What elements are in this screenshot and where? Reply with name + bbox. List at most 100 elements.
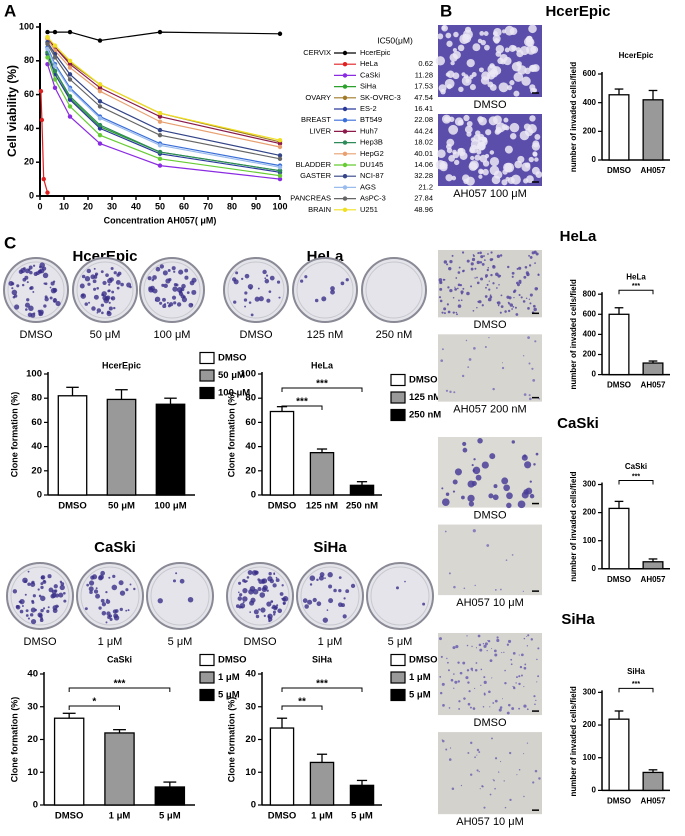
- colony: [53, 300, 56, 303]
- micrograph-texture: [534, 769, 538, 773]
- micrograph-title: HcerEpic: [545, 3, 610, 20]
- colony: [38, 269, 41, 272]
- colony: [345, 589, 350, 594]
- micrograph-texture: [494, 589, 497, 591]
- x-tick-label: AH057: [641, 575, 666, 584]
- colony: [112, 574, 116, 579]
- micrograph-texture: [512, 305, 515, 308]
- data-point: [67, 58, 73, 63]
- micrograph-texture: [508, 302, 511, 305]
- colony: [108, 301, 111, 304]
- micrograph-texture: [524, 461, 532, 469]
- colony: [96, 308, 102, 313]
- micrograph-caption: AH057 10 μM: [456, 597, 523, 609]
- plate-rim: [10, 566, 70, 626]
- colony: [37, 309, 41, 313]
- y-axis-label: number of invaded cells/field: [569, 686, 578, 796]
- micrograph-texture: [479, 648, 483, 652]
- micrograph-texture: [449, 747, 452, 749]
- bar: [104, 732, 135, 806]
- micrograph-texture: [528, 298, 531, 300]
- micrograph-texture: [534, 703, 536, 706]
- micrograph-texture: [452, 149, 457, 155]
- micrograph-texture: [506, 295, 510, 299]
- legend-group: BREAST: [301, 115, 331, 124]
- micrograph-texture: [503, 117, 509, 123]
- colony: [309, 583, 313, 586]
- micrograph-texture: [440, 655, 443, 658]
- legend-label: HcerEpic: [360, 48, 391, 57]
- colony: [326, 609, 329, 611]
- y-tick-label: 80: [245, 393, 256, 404]
- micrograph-texture: [484, 44, 490, 51]
- micrograph-texture: [474, 668, 478, 672]
- colony: [350, 583, 356, 588]
- micrograph-texture: [500, 305, 504, 308]
- micrograph-texture: [443, 307, 447, 311]
- x-tick-label: 5 μM: [159, 811, 181, 822]
- significance-label: *: [92, 697, 96, 708]
- series-line: [46, 52, 281, 172]
- x-tick-label: 70: [203, 201, 213, 211]
- micrograph-texture: [491, 737, 493, 740]
- colony: [184, 268, 189, 273]
- colony: [23, 267, 26, 270]
- micrograph-texture: [533, 250, 537, 254]
- micrograph-caption: AH057 10 μM: [456, 816, 523, 828]
- micrograph-texture: [474, 277, 476, 279]
- micrograph-texture: [447, 286, 450, 289]
- data-point: [277, 165, 283, 170]
- micrograph-texture: [487, 297, 492, 302]
- colony: [113, 615, 120, 621]
- micrograph-texture: [513, 72, 524, 82]
- legend-marker: [342, 162, 348, 168]
- chart-title: CaSki: [625, 462, 647, 471]
- legend-label: AGS: [360, 182, 376, 191]
- colony: [40, 585, 44, 590]
- colony: [91, 306, 96, 311]
- micrograph-texture: [524, 663, 527, 666]
- y-tick-label: 30: [27, 701, 38, 712]
- colony: [238, 581, 242, 585]
- colony: [248, 301, 252, 304]
- micrograph-texture: [525, 271, 529, 275]
- micrograph-texture: [530, 45, 539, 54]
- micrograph-texture: [455, 311, 458, 314]
- colony: [58, 592, 64, 598]
- micrograph-texture: [483, 676, 486, 679]
- plate-caption: DMSO: [240, 329, 273, 341]
- legend-ic50: 47.54: [414, 93, 433, 102]
- micrograph-texture: [517, 155, 525, 163]
- micrograph-texture: [510, 658, 513, 661]
- bar: [642, 561, 664, 570]
- micrograph-texture: [449, 116, 455, 123]
- colony: [404, 580, 406, 583]
- micrograph-texture: [519, 281, 522, 285]
- micrograph-texture: [454, 159, 460, 166]
- y-tick-label: 600: [583, 69, 597, 78]
- significance-bracket: [281, 687, 363, 692]
- legend-marker: [342, 207, 348, 212]
- legend-label: 5 μM: [409, 690, 431, 701]
- micrograph-texture: [488, 280, 490, 282]
- colony: [108, 289, 111, 292]
- micrograph-texture: [494, 757, 498, 760]
- colony: [277, 608, 283, 614]
- colony: [100, 598, 105, 603]
- colony: [242, 588, 248, 594]
- colony: [113, 271, 117, 275]
- micrograph-texture: [501, 124, 508, 131]
- series-line: [46, 43, 281, 160]
- data-point: [52, 55, 58, 60]
- colony: [59, 584, 65, 591]
- y-tick-label: 400: [583, 330, 597, 339]
- micrograph-texture: [532, 140, 540, 148]
- micrograph-texture: [466, 291, 470, 296]
- bar: [269, 410, 295, 496]
- colony: [244, 291, 248, 295]
- colony: [232, 277, 237, 282]
- micrograph-texture: [507, 176, 515, 185]
- micrograph-texture: [461, 495, 465, 500]
- colony: [125, 588, 129, 592]
- micrograph-texture: [452, 296, 455, 299]
